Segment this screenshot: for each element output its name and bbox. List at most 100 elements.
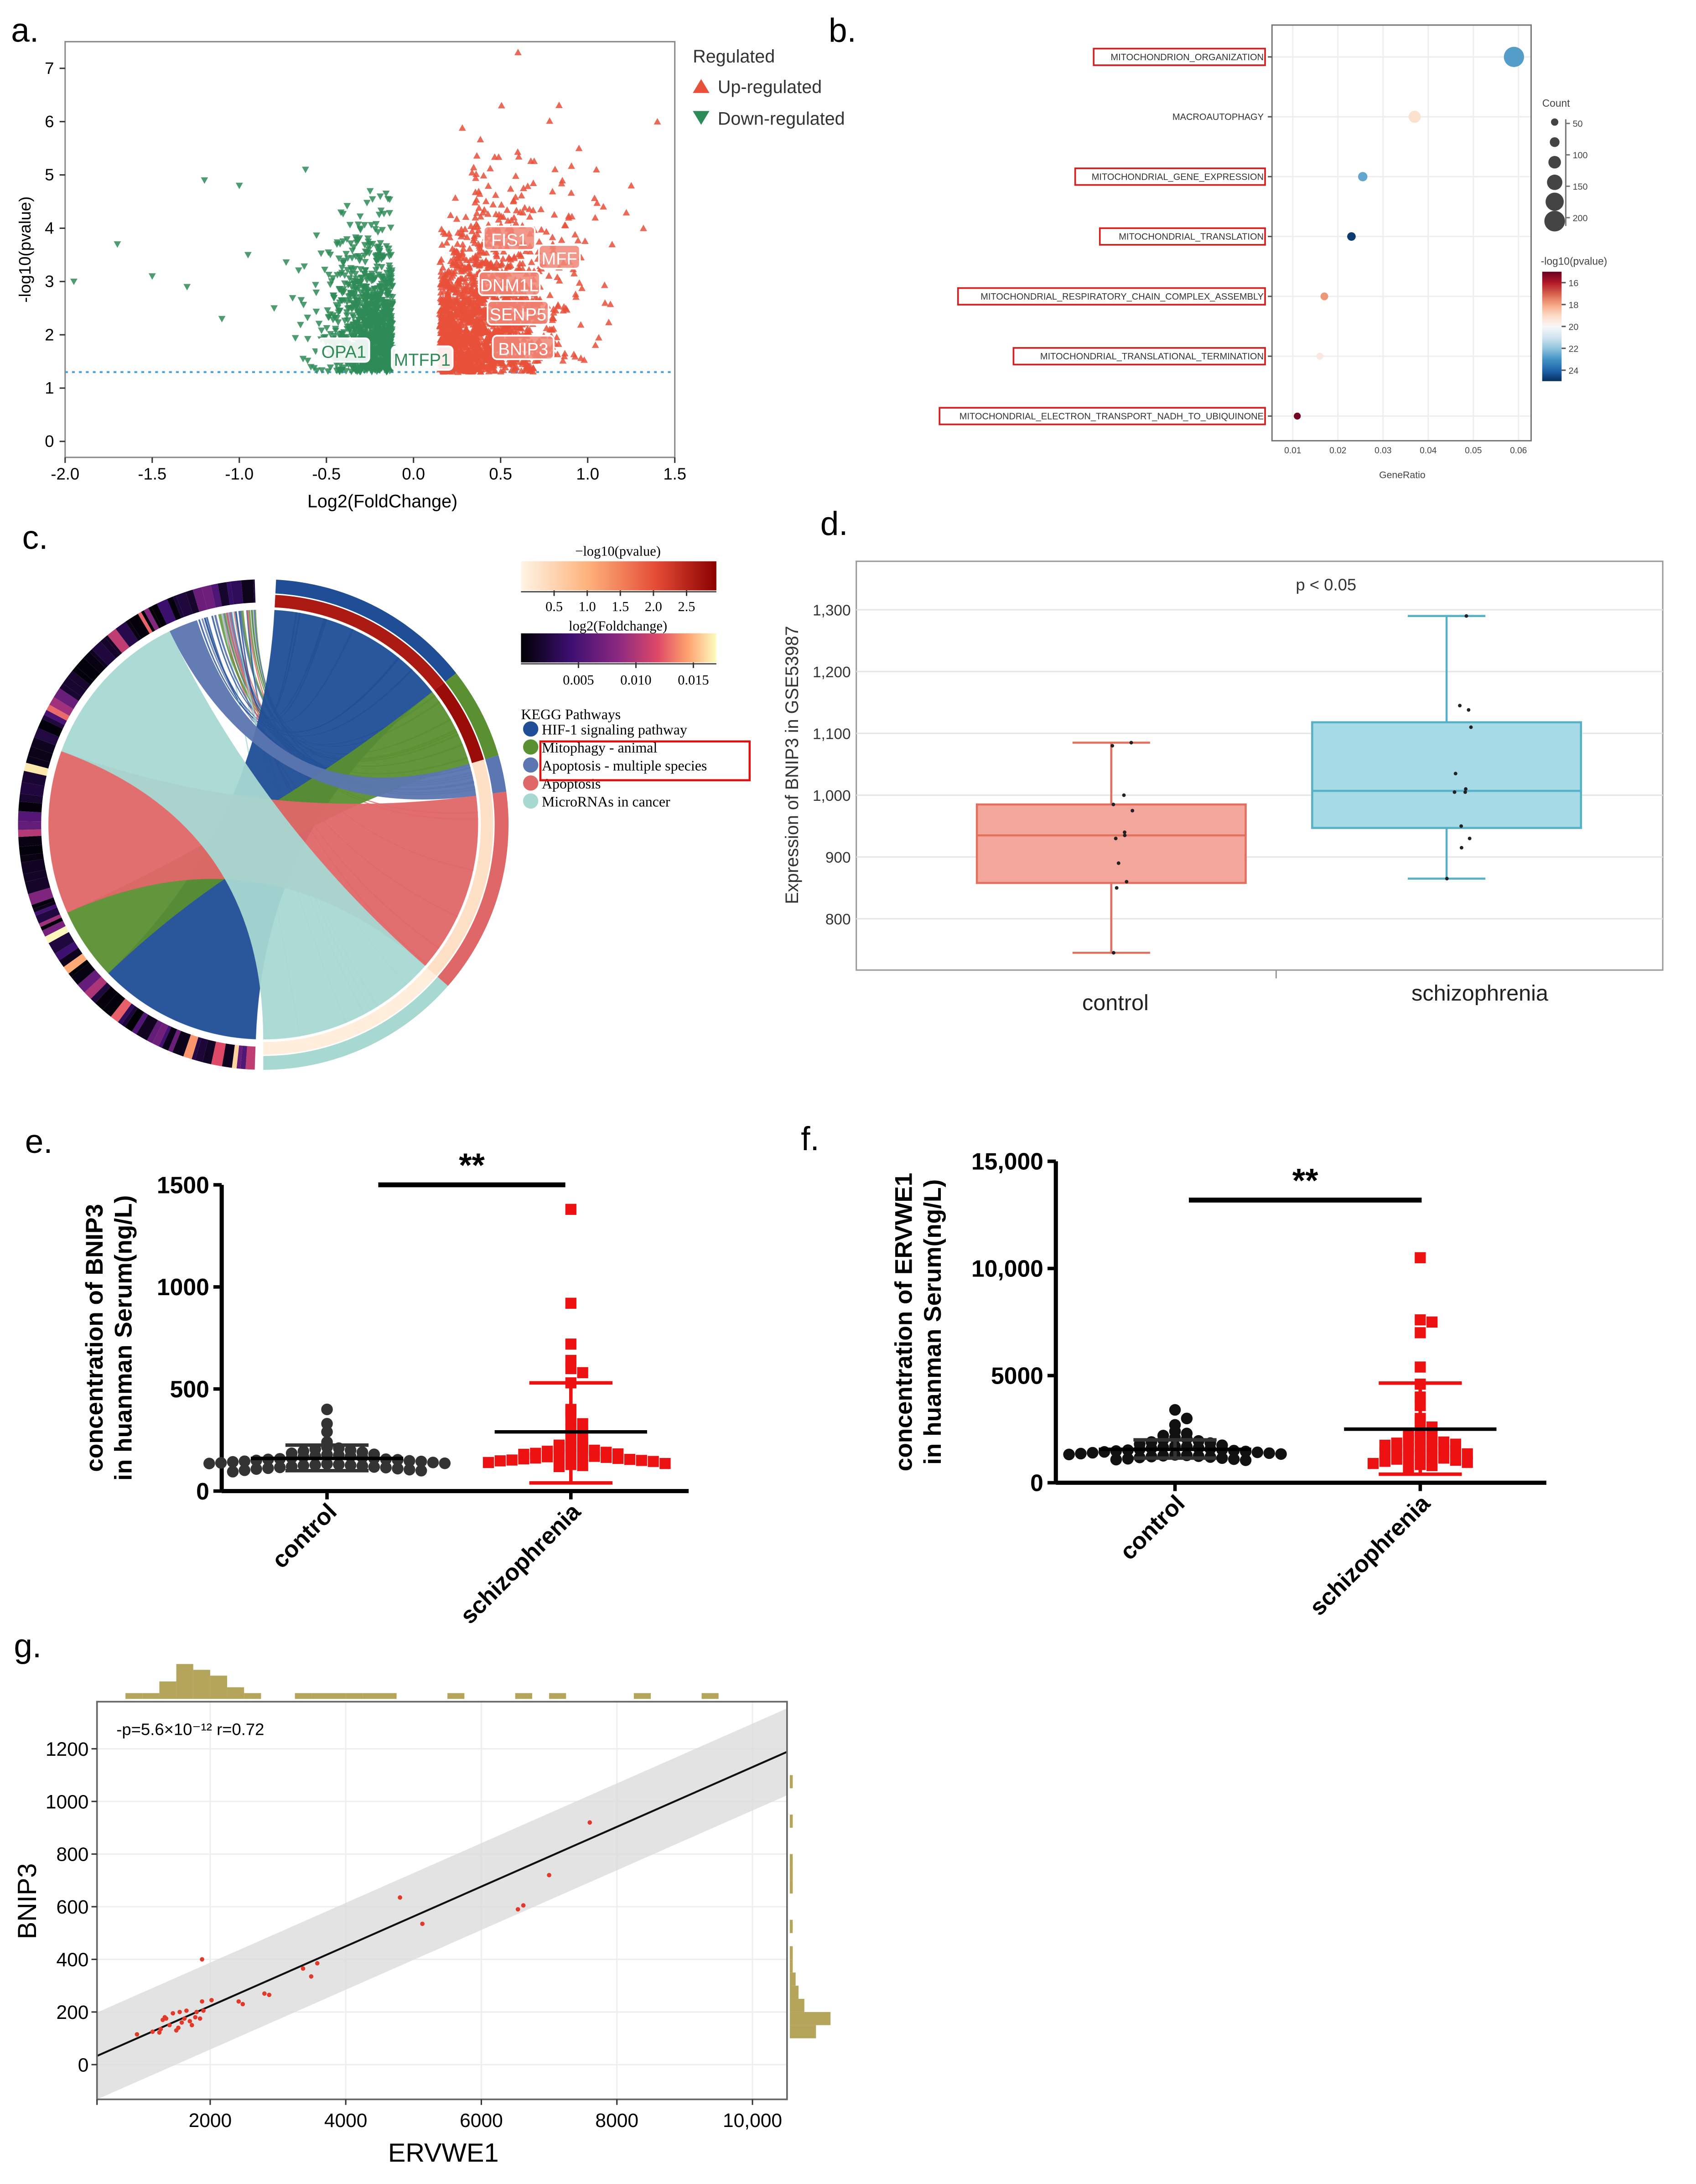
up-point	[480, 324, 488, 331]
down-point	[372, 267, 380, 274]
down-point	[387, 318, 394, 326]
data-point	[321, 1403, 333, 1416]
up-point	[441, 303, 449, 310]
down-point	[327, 364, 334, 371]
down-point	[361, 222, 368, 229]
down-point	[387, 308, 395, 315]
down-point	[384, 290, 392, 297]
down-point	[386, 265, 394, 272]
down-triangle-icon	[693, 111, 710, 125]
up-point	[445, 294, 453, 301]
down-point	[331, 332, 338, 340]
down-point	[361, 252, 368, 259]
x-tick-label: 0.0	[402, 465, 425, 483]
down-point	[360, 270, 368, 277]
highlight-box	[1074, 167, 1266, 186]
up-point	[471, 239, 478, 246]
down-point	[315, 321, 323, 327]
highlight-box	[1099, 227, 1266, 246]
up-point	[521, 204, 529, 211]
up-point	[526, 248, 534, 254]
y-histogram-bar	[789, 1972, 796, 1986]
data-point	[321, 1426, 333, 1438]
up-point	[572, 291, 580, 297]
down-point	[364, 235, 372, 242]
up-point	[458, 275, 466, 282]
down-point	[368, 326, 375, 333]
data-point	[1122, 793, 1126, 797]
gene-sector	[156, 599, 176, 625]
y-axis-label: Expression of BNIP3 in GSE53987	[782, 626, 802, 904]
up-point	[467, 339, 474, 346]
up-point	[437, 336, 445, 343]
up-point	[449, 296, 457, 302]
up-point	[528, 258, 535, 265]
gene-label-box	[538, 244, 581, 270]
down-point	[377, 240, 384, 247]
gene-sector	[95, 986, 118, 1010]
up-point	[475, 343, 482, 350]
down-point	[325, 272, 332, 279]
up-point	[450, 254, 458, 261]
up-point	[472, 319, 480, 326]
x-axis-label: ERVWE1	[388, 2138, 499, 2168]
legend-label: MicroRNAs in cancer	[542, 794, 670, 810]
data-point	[1403, 1462, 1414, 1473]
up-point	[458, 262, 466, 269]
legend-swatch	[523, 739, 539, 755]
legend-swatch	[523, 757, 539, 773]
up-point	[466, 245, 473, 252]
x-histogram-bar	[176, 1664, 193, 1699]
data-point	[427, 1457, 439, 1468]
up-point	[437, 272, 445, 279]
up-point	[513, 327, 521, 334]
x-category-label: control	[1082, 991, 1149, 1015]
up-point	[607, 301, 614, 307]
down-point	[330, 292, 337, 299]
y-tick-label: 0	[45, 432, 54, 451]
gene-sector	[124, 1007, 145, 1032]
p-value-annotation: p < 0.05	[1296, 576, 1356, 594]
down-point	[304, 358, 311, 364]
data-point	[262, 1991, 267, 1996]
down-point	[333, 315, 341, 322]
up-point	[480, 172, 488, 179]
down-point	[341, 280, 348, 287]
up-point	[608, 241, 616, 248]
data-point	[176, 2025, 181, 2030]
y-tick-label: 4	[45, 219, 54, 238]
data-point	[150, 2029, 155, 2034]
up-point	[442, 275, 450, 281]
down-point	[353, 236, 360, 243]
panel-g-correlation: 2000 4000 6000 8000 10,000 0 200 400 600 800 1000 1…	[13, 1664, 831, 2168]
up-point	[512, 193, 519, 200]
down-point	[312, 348, 320, 355]
panel-b-go-dotplot: MITOCHONDRION_ORGANIZATION MACROAUTOPHAGY…	[939, 24, 1607, 480]
term-point	[1320, 292, 1328, 301]
gene-sector	[18, 801, 43, 813]
y-histogram-bar	[789, 1986, 799, 1999]
gene-sector	[136, 1014, 158, 1041]
data-point	[1275, 1448, 1287, 1460]
data-point	[250, 1463, 262, 1475]
term-label: MACROAUTOPHAGY	[1172, 112, 1264, 122]
down-point	[337, 362, 344, 368]
down-point	[297, 322, 304, 328]
down-point	[381, 324, 389, 331]
data-point	[624, 1454, 636, 1465]
data-point	[1469, 725, 1473, 729]
gene-sector	[39, 914, 62, 927]
data-point	[309, 1974, 314, 1979]
x-axis-label: Log2(FoldChange)	[307, 491, 457, 511]
data-point	[200, 1999, 204, 2004]
term-label: MITOCHONDRION_ORGANIZATION	[1110, 52, 1264, 62]
gene-sector	[18, 829, 42, 837]
gene-label: SENP5	[490, 306, 547, 325]
up-point	[449, 285, 457, 292]
up-point	[508, 216, 515, 223]
x-axis-label: GeneRatio	[1379, 469, 1426, 480]
down-point	[343, 312, 351, 319]
data-point	[1116, 861, 1120, 865]
gene-label-box	[391, 345, 454, 371]
gene-sector	[19, 794, 44, 804]
